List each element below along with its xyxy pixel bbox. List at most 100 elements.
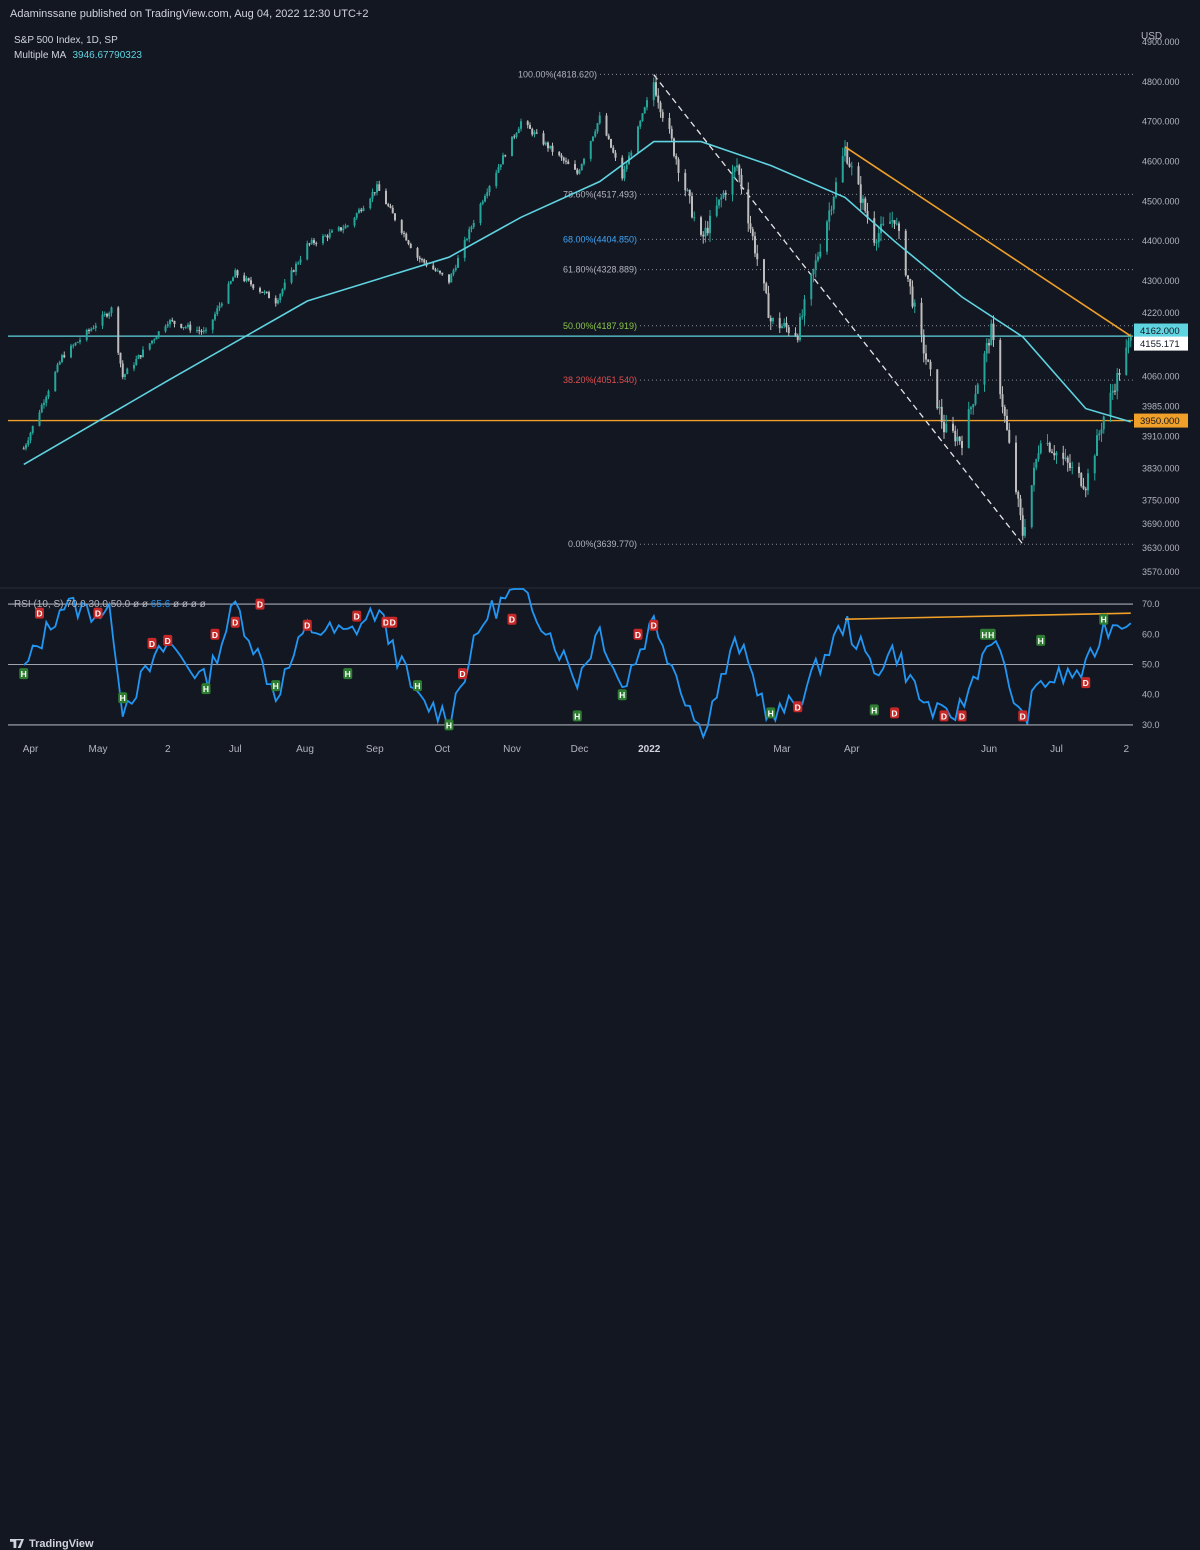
candle[interactable] [198, 326, 201, 335]
downtrend-line[interactable] [844, 146, 1132, 337]
candle[interactable] [911, 280, 914, 309]
rsi-marker-d[interactable]: D [633, 628, 643, 640]
candle[interactable] [999, 337, 1002, 399]
rsi-marker-d[interactable]: D [649, 619, 659, 631]
candle[interactable] [310, 237, 313, 245]
candle[interactable] [799, 313, 801, 342]
candle[interactable] [724, 190, 727, 201]
candle[interactable] [389, 203, 392, 209]
candle[interactable] [769, 315, 772, 331]
candle[interactable] [495, 169, 498, 189]
candle[interactable] [119, 352, 122, 368]
candle[interactable] [297, 261, 300, 265]
candle[interactable] [229, 280, 232, 285]
candle[interactable] [169, 318, 171, 328]
candle[interactable] [749, 215, 752, 233]
candle[interactable] [961, 435, 963, 456]
candle[interactable] [574, 160, 576, 171]
rsi-marker-h[interactable]: H [869, 704, 879, 716]
price-axis[interactable]: 4900.000 4800.000 4700.000 4600.000 4500.000… [1134, 37, 1188, 577]
candle[interactable] [857, 162, 860, 185]
candle[interactable] [927, 359, 930, 363]
candle[interactable] [157, 330, 160, 339]
candle[interactable] [826, 219, 828, 255]
candle[interactable] [1069, 454, 1071, 471]
candle[interactable] [1127, 337, 1130, 354]
candle[interactable] [1046, 434, 1049, 446]
candle[interactable] [988, 338, 990, 354]
candle[interactable] [693, 211, 696, 222]
candle[interactable] [913, 299, 916, 314]
candle[interactable] [1078, 462, 1080, 478]
candle[interactable] [1008, 422, 1011, 444]
candle[interactable] [542, 130, 545, 146]
candle[interactable] [1066, 455, 1069, 472]
rsi-marker-h[interactable]: H [1036, 634, 1046, 646]
candle[interactable] [1039, 440, 1042, 455]
candle[interactable] [562, 156, 565, 164]
candle[interactable] [331, 229, 333, 233]
candle[interactable] [488, 185, 491, 196]
candle[interactable] [344, 223, 347, 229]
ma-legend[interactable]: Multiple MA 3946.67790323 [14, 48, 142, 63]
candle[interactable] [612, 145, 615, 154]
candle[interactable] [376, 181, 378, 196]
symbol-info[interactable]: S&P 500 Index, 1D, SP [14, 35, 118, 46]
candle[interactable] [1053, 445, 1056, 461]
candle[interactable] [416, 246, 419, 261]
candle[interactable] [787, 325, 790, 337]
candle[interactable] [945, 414, 948, 433]
candle[interactable] [164, 324, 167, 333]
candle[interactable] [337, 225, 340, 232]
candle[interactable] [1064, 448, 1067, 462]
candle[interactable] [421, 257, 423, 263]
candle[interactable] [830, 205, 833, 216]
candle[interactable] [94, 322, 97, 332]
candle[interactable] [355, 212, 358, 221]
candle[interactable] [436, 268, 439, 272]
candle[interactable] [200, 329, 203, 335]
candle[interactable] [261, 291, 264, 294]
candle[interactable] [472, 219, 475, 230]
candle[interactable] [72, 343, 75, 349]
candle[interactable] [526, 120, 529, 129]
candle[interactable] [373, 192, 376, 196]
candle[interactable] [502, 152, 504, 165]
candle[interactable] [274, 295, 277, 307]
candle[interactable] [85, 328, 88, 342]
candle[interactable] [1114, 383, 1116, 396]
candle[interactable] [61, 353, 63, 364]
candle[interactable] [90, 327, 93, 332]
candle[interactable] [691, 192, 693, 219]
candle[interactable] [470, 225, 473, 233]
candle[interactable] [1006, 409, 1008, 431]
rsi-marker-d[interactable]: D [793, 701, 803, 713]
candle[interactable] [103, 311, 106, 317]
candle[interactable] [268, 290, 270, 299]
candle[interactable] [983, 351, 986, 392]
candle[interactable] [862, 195, 864, 210]
candle[interactable] [43, 399, 45, 409]
candle[interactable] [610, 138, 612, 149]
candle[interactable] [324, 234, 327, 237]
candle[interactable] [520, 118, 522, 132]
candle[interactable] [801, 309, 804, 320]
candle[interactable] [817, 251, 819, 263]
candle[interactable] [171, 317, 174, 322]
candle[interactable] [47, 389, 50, 400]
candle[interactable] [558, 151, 561, 157]
candle[interactable] [340, 227, 342, 232]
candle[interactable] [1084, 486, 1087, 498]
candle[interactable] [529, 122, 531, 129]
candle[interactable] [925, 344, 927, 365]
candle[interactable] [346, 224, 349, 228]
candle[interactable] [731, 164, 734, 202]
candle[interactable] [166, 321, 169, 328]
candle[interactable] [1111, 384, 1114, 400]
candle[interactable] [38, 409, 41, 427]
rsi-marker-h[interactable]: H [271, 680, 281, 692]
rsi-marker-h[interactable]: H [572, 710, 582, 722]
candle[interactable] [958, 436, 961, 445]
candle[interactable] [387, 202, 390, 208]
